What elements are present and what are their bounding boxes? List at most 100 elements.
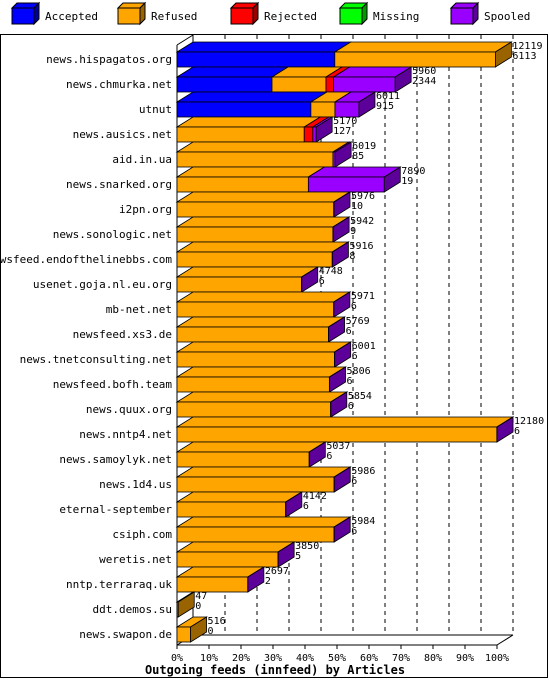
x-tick-label: 10% [200, 653, 218, 664]
bar-side [328, 316, 345, 343]
data-label-total: 6001 [352, 341, 376, 352]
x-tick-label: 70% [392, 653, 410, 664]
data-label-total: 2697 [265, 566, 289, 577]
category-label: utnut [139, 103, 172, 116]
bar-top-refused [175, 191, 352, 203]
bar-segment-refused [334, 51, 496, 68]
category-label: news.swapon.de [79, 628, 172, 641]
data-label-secondary: 6113 [512, 51, 536, 62]
data-label-total: 5916 [349, 241, 373, 252]
bar-side [496, 416, 514, 443]
data-label-secondary: 85 [352, 151, 364, 162]
x-tick-label: 90% [456, 653, 474, 664]
legend-label-spooled: Spooled [484, 10, 530, 23]
bar-top-refused [175, 441, 327, 453]
bar-segment-refused [176, 176, 309, 193]
x-tick-label: 20% [232, 653, 250, 664]
bar-top-accepted [175, 41, 353, 53]
data-label-total: 12180 [514, 416, 544, 427]
bar-top-refused [175, 216, 351, 228]
data-label-secondary: 915 [376, 101, 394, 112]
data-label-total: 12119 [512, 41, 542, 52]
bar-top-refused [175, 541, 296, 553]
data-label-total: 5170 [333, 116, 357, 127]
bar-side [332, 241, 349, 268]
category-label: newsfeed.xs3.de [73, 328, 172, 341]
bar-side [277, 541, 295, 568]
data-label-secondary: 2 [265, 576, 271, 587]
bar-segment-refused [176, 301, 335, 318]
bar-top-refused [175, 366, 347, 378]
category-label: news.sonologic.net [53, 228, 172, 241]
bar-segment-refused [176, 501, 287, 518]
bar-segment-refused [176, 351, 335, 368]
data-label-secondary: 8 [349, 251, 355, 262]
bar-top-refused [175, 491, 304, 503]
floor-depth-right [496, 634, 514, 646]
bar-side [330, 391, 348, 418]
data-label-secondary: 6 [351, 301, 357, 312]
category-label: i2pn.org [119, 203, 172, 216]
data-label-total: 5960 [412, 66, 436, 77]
category-label: news.tnetconsulting.net [20, 353, 172, 366]
bar-top-refused [175, 316, 346, 328]
data-label-secondary: 6 [351, 476, 357, 487]
legend-swatch-side-accepted [33, 1, 40, 26]
data-label-total: 4748 [319, 266, 343, 277]
x-tick-label: 50% [328, 653, 346, 664]
data-label-total: 47 [195, 591, 207, 602]
bar-segment-accepted [176, 76, 273, 93]
x-tick-label: 0% [171, 653, 183, 664]
data-label-total: 6019 [352, 141, 376, 152]
bar-segment-refused [176, 151, 334, 168]
data-label-total: 516 [208, 616, 226, 627]
x-tick-label: 100% [485, 653, 509, 664]
category-label: eternal-september [59, 503, 172, 516]
bar-side [333, 191, 351, 218]
x-tick-label: 60% [360, 653, 378, 664]
category-label: news.quux.org [86, 403, 172, 416]
top-depth-line [176, 34, 194, 46]
bar-segment-refused [176, 576, 249, 593]
bar-segment-rejected [325, 76, 334, 93]
legend-label-rejected: Rejected [264, 10, 317, 23]
bar-segment-refused [176, 451, 310, 468]
bar-side [308, 441, 326, 468]
x-tick-label: 40% [296, 653, 314, 664]
bar-top-refused [175, 516, 352, 528]
bar-segment-refused [176, 401, 332, 418]
data-label-secondary: 6 [514, 426, 520, 437]
bar-side [329, 366, 346, 393]
bar-side [358, 91, 376, 118]
bar-top-refused [175, 291, 352, 303]
bar-segment-spooled [312, 126, 317, 143]
bar-side [383, 166, 401, 193]
legend-swatch-side-rejected [252, 1, 259, 26]
bar-side [494, 41, 512, 68]
bar-side [247, 566, 265, 593]
bar-top-refused [175, 391, 349, 403]
bar-segment-spooled [307, 176, 385, 193]
bar-top-refused [175, 116, 322, 128]
bar-side [334, 341, 352, 368]
category-label: news.snarked.org [66, 178, 172, 191]
bar-side [177, 591, 195, 618]
legend-label-refused: Refused [151, 10, 197, 23]
data-label-secondary: 0 [208, 626, 214, 637]
category-label: news.chmurka.net [66, 78, 172, 91]
legend-label-missing: Missing [373, 10, 419, 23]
category-label: ddt.demos.su [93, 603, 172, 616]
data-label-total: 4142 [303, 491, 327, 502]
bar-segment-refused [176, 526, 335, 543]
category-label: newsfeed.bofh.team [53, 378, 173, 391]
bar-side [394, 66, 412, 93]
data-label-secondary: 19 [401, 176, 413, 187]
data-label-total: 3850 [295, 541, 319, 552]
data-label-total: 5984 [351, 516, 375, 527]
data-label-secondary: 6 [346, 326, 352, 337]
data-label-secondary: 5 [295, 551, 301, 562]
data-label-secondary: 6 [319, 276, 325, 287]
bar-segment-refused [176, 326, 329, 343]
bar-segment-refused [176, 376, 330, 393]
bar-segment-accepted [176, 101, 312, 118]
